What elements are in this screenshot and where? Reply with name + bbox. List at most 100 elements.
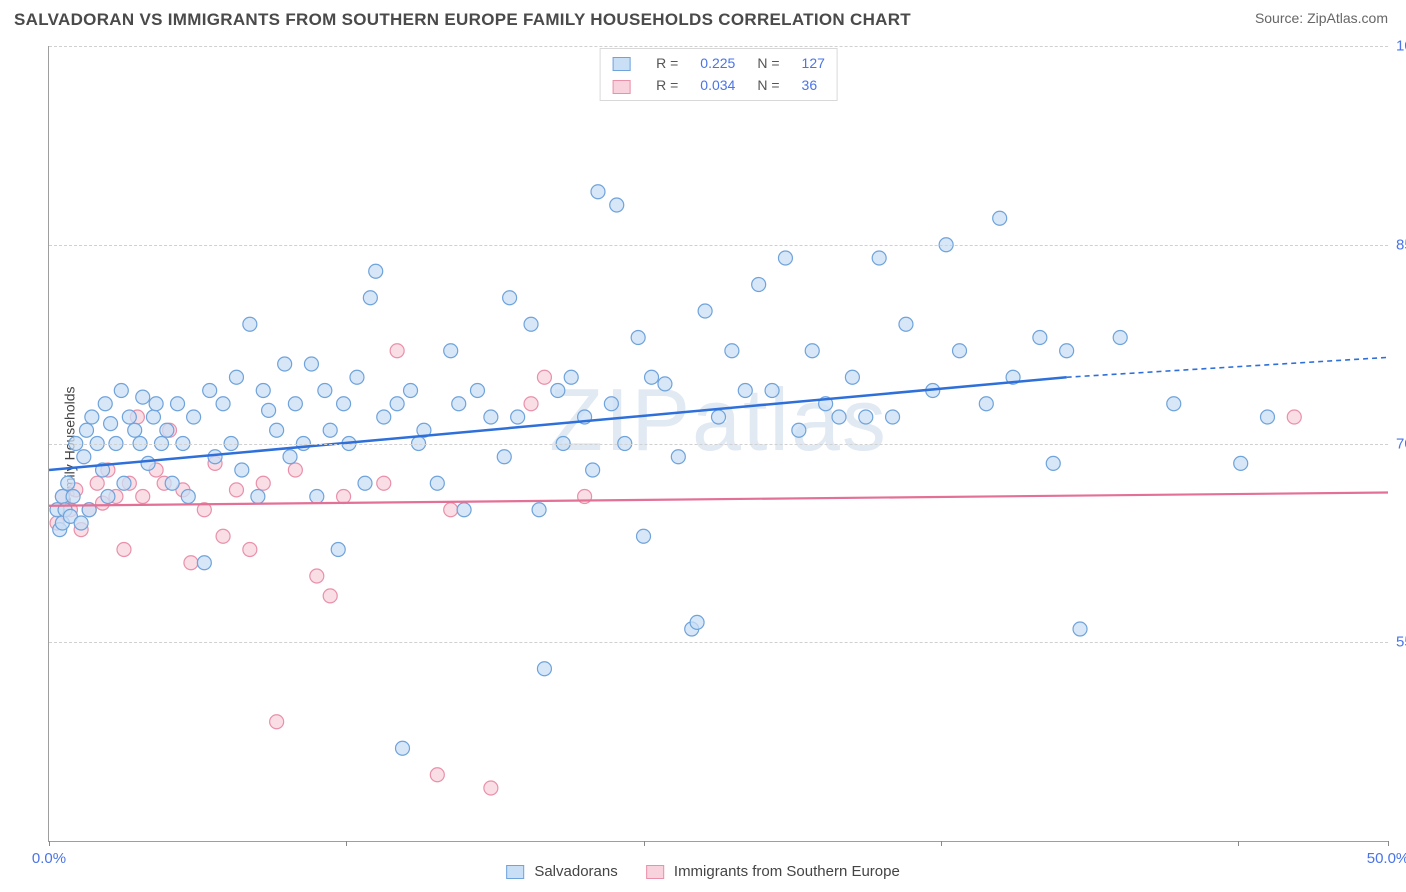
data-point [337, 397, 351, 411]
data-point [216, 397, 230, 411]
data-point [503, 291, 517, 305]
x-tick-label: 0.0% [32, 850, 66, 867]
data-point [430, 768, 444, 782]
data-point [390, 397, 404, 411]
data-point [90, 476, 104, 490]
data-point [470, 384, 484, 398]
data-point [671, 450, 685, 464]
x-tick [1238, 841, 1239, 846]
data-point [497, 450, 511, 464]
data-point [805, 344, 819, 358]
data-point [444, 503, 458, 517]
y-tick-label: 85.0% [1396, 236, 1406, 253]
y-tick-label: 100.0% [1396, 38, 1406, 55]
data-point [404, 384, 418, 398]
legend-item-blue: Salvadorans [506, 863, 618, 880]
data-point [444, 344, 458, 358]
data-point [171, 397, 185, 411]
data-point [658, 377, 672, 391]
data-point [859, 410, 873, 424]
data-point [208, 450, 222, 464]
data-point [604, 397, 618, 411]
data-point [323, 589, 337, 603]
data-point [377, 476, 391, 490]
data-point [229, 483, 243, 497]
data-point [358, 476, 372, 490]
data-point [278, 357, 292, 371]
data-point [203, 384, 217, 398]
x-tick [49, 841, 50, 846]
data-point [136, 390, 150, 404]
data-point [128, 423, 142, 437]
data-point [197, 556, 211, 570]
data-point [122, 410, 136, 424]
source-attribution: Source: ZipAtlas.com [1255, 10, 1388, 26]
data-point [165, 476, 179, 490]
data-point [778, 251, 792, 265]
data-point [690, 615, 704, 629]
data-point [591, 185, 605, 199]
legend-label-blue: Salvadorans [534, 863, 617, 880]
data-point [243, 317, 257, 331]
data-point [698, 304, 712, 318]
data-point [524, 317, 538, 331]
trend-line-blue-extrap [1067, 357, 1388, 377]
data-point [310, 569, 324, 583]
data-point [85, 410, 99, 424]
data-point [98, 397, 112, 411]
data-point [101, 490, 115, 504]
data-point [725, 344, 739, 358]
data-point [377, 410, 391, 424]
data-point [845, 370, 859, 384]
data-point [187, 410, 201, 424]
x-tick [941, 841, 942, 846]
data-point [104, 417, 118, 431]
data-point [1060, 344, 1074, 358]
data-point [61, 476, 75, 490]
plot-area: ZIPatlas R = 0.225 N = 127 R = 0.034 N =… [48, 46, 1388, 842]
data-point [1260, 410, 1274, 424]
gridline [49, 245, 1388, 246]
data-point [452, 397, 466, 411]
data-point [262, 403, 276, 417]
chart-title: SALVADORAN VS IMMIGRANTS FROM SOUTHERN E… [14, 10, 911, 30]
source-name: ZipAtlas.com [1307, 10, 1388, 26]
data-point [524, 397, 538, 411]
data-point [752, 278, 766, 292]
data-point [484, 410, 498, 424]
data-point [457, 503, 471, 517]
data-point [251, 490, 265, 504]
data-point [74, 516, 88, 530]
data-point [792, 423, 806, 437]
x-tick [1388, 841, 1389, 846]
data-point [430, 476, 444, 490]
trend-line-pink [49, 493, 1388, 506]
data-point [256, 384, 270, 398]
data-point [872, 251, 886, 265]
y-tick-label: 55.0% [1396, 634, 1406, 651]
data-point [184, 556, 198, 570]
data-point [610, 198, 624, 212]
data-point [270, 715, 284, 729]
data-point [256, 476, 270, 490]
data-point [304, 357, 318, 371]
x-tick [346, 841, 347, 846]
data-point [637, 529, 651, 543]
data-point [323, 423, 337, 437]
data-point [586, 463, 600, 477]
data-point [136, 490, 150, 504]
data-point [270, 423, 284, 437]
data-point [79, 423, 93, 437]
data-point [564, 370, 578, 384]
data-point [149, 397, 163, 411]
data-point [181, 490, 195, 504]
legend-label-pink: Immigrants from Southern Europe [674, 863, 900, 880]
legend-swatch-blue [506, 865, 524, 879]
data-point [318, 384, 332, 398]
data-point [532, 503, 546, 517]
x-tick [644, 841, 645, 846]
data-point [886, 410, 900, 424]
data-point [229, 370, 243, 384]
gridline [49, 46, 1388, 47]
source-label: Source: [1255, 10, 1303, 26]
